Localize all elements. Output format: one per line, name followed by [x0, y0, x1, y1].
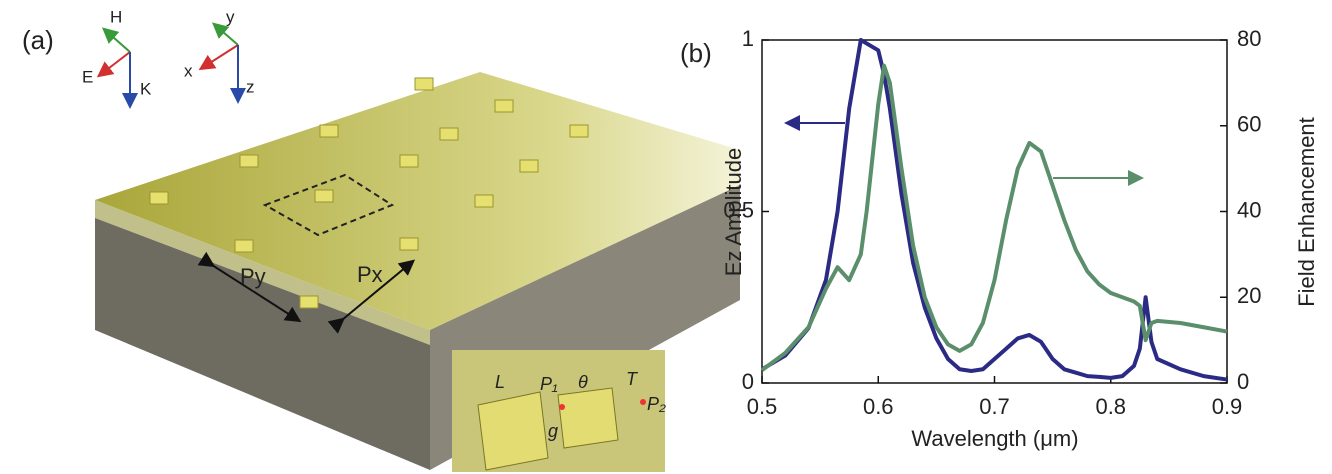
y-tick-label: 0.5 — [723, 197, 754, 222]
panel-a: (a) H E K y x z Py Px L P₁ θ T P₂ g — [22, 7, 740, 472]
figure: (a) H E K y x z Py Px L P₁ θ T P₂ g (b) … — [0, 0, 1332, 474]
y-tick-label: 0 — [742, 369, 754, 394]
series-line — [762, 40, 1227, 380]
axis-label: E — [82, 67, 93, 86]
x-tick-label: 0.8 — [1095, 394, 1126, 419]
y-tick-label: 1 — [742, 26, 754, 51]
x-tick-label: 0.7 — [979, 394, 1010, 419]
panel-label: (b) — [680, 38, 712, 68]
point — [559, 404, 565, 410]
y2-tick-label: 0 — [1237, 369, 1249, 394]
axis-label: K — [140, 79, 152, 98]
inset-label: L — [495, 372, 505, 392]
axis-label: H — [110, 7, 122, 26]
y2-axis-title: Field Enhancement — [1294, 117, 1319, 307]
period-label: Py — [240, 264, 266, 289]
x-tick-label: 0.5 — [747, 394, 778, 419]
inset-label: P₂ — [647, 394, 666, 414]
y2-tick-label: 40 — [1237, 197, 1261, 222]
y2-tick-label: 80 — [1237, 26, 1261, 51]
point — [640, 399, 646, 405]
x-tick-label: 0.6 — [863, 394, 894, 419]
y2-tick-label: 20 — [1237, 283, 1261, 308]
axis-label: z — [246, 77, 255, 96]
x-axis-title: Wavelength (μm) — [911, 426, 1078, 451]
inset-label: g — [548, 421, 558, 441]
series-line — [762, 66, 1227, 370]
panel-b: (b) Wavelength (μm) Ez Amplitude Field E… — [680, 26, 1319, 451]
y2-tick-label: 60 — [1237, 112, 1261, 137]
panel-label: (a) — [22, 25, 54, 55]
axis-label: y — [226, 7, 235, 26]
inset-label: θ — [578, 372, 588, 392]
axis-label: x — [184, 61, 193, 80]
axes-icon — [100, 25, 238, 105]
inset-label: P₁ — [540, 374, 558, 394]
x-tick-label: 0.9 — [1212, 394, 1243, 419]
period-label: Px — [357, 262, 383, 287]
plot-frame — [762, 40, 1227, 383]
